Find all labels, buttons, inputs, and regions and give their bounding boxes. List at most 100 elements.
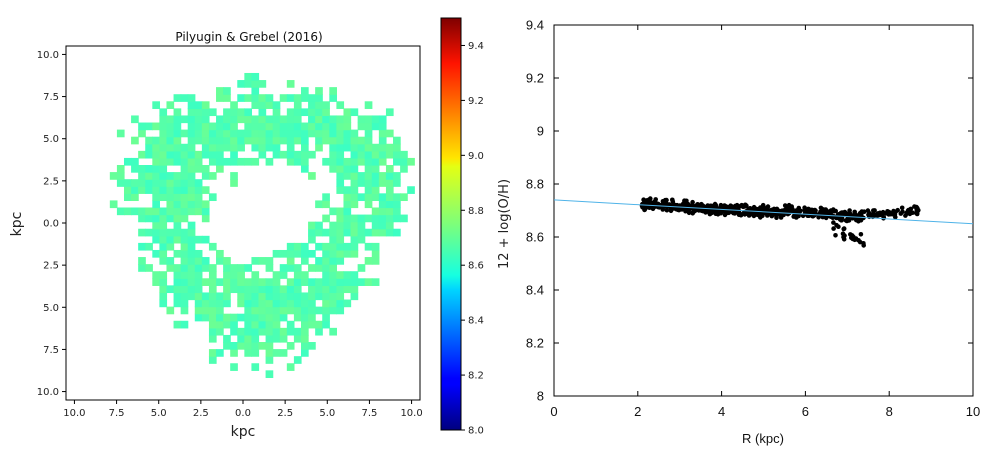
heatmap-cell xyxy=(272,150,281,159)
heatmap-cell xyxy=(258,150,267,159)
heatmap-cell xyxy=(194,122,203,131)
heatmap-cell xyxy=(293,313,302,322)
heatmap-cell xyxy=(230,122,238,131)
heatmap-cell xyxy=(371,122,380,131)
heatmap-cell xyxy=(173,186,182,194)
heatmap-cell xyxy=(152,136,160,145)
heatmap-cell xyxy=(187,172,196,180)
heatmap-cell xyxy=(208,334,217,343)
heatmap-cell xyxy=(187,150,196,159)
heatmap-cell xyxy=(244,306,253,315)
heatmap-cell xyxy=(308,150,316,159)
heatmap-cell xyxy=(187,94,196,102)
heatmap-cell xyxy=(138,228,146,237)
heatmap-cell xyxy=(208,313,217,322)
scatter-point xyxy=(724,204,729,209)
heatmap-cell xyxy=(145,186,153,194)
heatmap-cell xyxy=(343,214,352,223)
heatmap-cell xyxy=(230,278,238,286)
heatmap-cell xyxy=(159,221,168,230)
scatter-x-tick-label: 6 xyxy=(802,404,809,419)
heatmap-cell xyxy=(180,150,189,159)
heatmap-cell xyxy=(194,136,203,145)
heatmap-cell xyxy=(308,313,316,322)
heatmap-cell xyxy=(187,249,196,258)
heatmap-cell xyxy=(308,235,316,244)
heatmap-cell xyxy=(237,299,245,308)
heatmap-cell xyxy=(336,221,345,230)
heatmap-y-tick-label: 7.5 xyxy=(43,92,59,103)
heatmap-cell xyxy=(251,122,260,131)
heatmap-cell xyxy=(322,214,330,223)
scatter-panel: 0 2 4 6 8 10 8 8.2 8.4 8.6 8.8 9 9.2 9.4 R (kpc) xyxy=(526,18,980,447)
heatmap-cell xyxy=(378,143,387,152)
heatmap-cell xyxy=(322,278,330,286)
heatmap-cell xyxy=(300,157,309,166)
heatmap-cell xyxy=(166,150,175,159)
heatmap-cell xyxy=(166,157,175,166)
heatmap-cell xyxy=(393,200,401,209)
heatmap-cell xyxy=(223,129,231,138)
scatter-point xyxy=(849,235,854,240)
heatmap-cell xyxy=(180,299,189,308)
scatter-point xyxy=(886,209,892,215)
heatmap-cell xyxy=(286,108,295,117)
scatter-point xyxy=(765,207,771,213)
heatmap-cell xyxy=(187,278,196,286)
heatmap-cell xyxy=(145,242,153,251)
heatmap-cell xyxy=(300,257,309,265)
heatmap-cell xyxy=(279,327,288,336)
heatmap-cell xyxy=(244,299,253,308)
heatmap-cell xyxy=(343,143,352,152)
heatmap-cell xyxy=(152,193,160,202)
heatmap-x-tick-label: 7.5 xyxy=(361,408,377,419)
heatmap-cell xyxy=(286,136,295,145)
heatmap-cell xyxy=(315,94,323,102)
heatmap-cell xyxy=(173,94,182,102)
scatter-point xyxy=(667,202,672,207)
heatmap-cell xyxy=(258,327,267,336)
heatmap-cell xyxy=(343,136,352,145)
heatmap-cell xyxy=(180,235,189,244)
colorbar-tick-label: 8.2 xyxy=(468,371,484,382)
heatmap-cell xyxy=(131,179,139,187)
heatmap-cell xyxy=(244,157,253,166)
scatter-point xyxy=(761,207,766,213)
heatmap-cell xyxy=(293,94,302,102)
heatmap-cell xyxy=(265,94,274,102)
heatmap-cell xyxy=(300,242,309,251)
heatmap-cell xyxy=(152,235,160,244)
heatmap-cell xyxy=(300,349,309,357)
heatmap-cell xyxy=(364,136,373,145)
heatmap-x-tick-label: 5.0 xyxy=(319,408,335,419)
heatmap-cell xyxy=(187,228,196,237)
heatmap-cell xyxy=(251,285,260,294)
colorbar: 8.0 8.2 8.4 8.6 8.8 9.0 9.2 9.4 12 + log(O/H) xyxy=(440,17,512,437)
heatmap-cell xyxy=(166,172,175,180)
heatmap-cell xyxy=(364,101,373,109)
heatmap-cell xyxy=(315,87,323,95)
heatmap-cell xyxy=(364,172,373,180)
scatter-point xyxy=(659,204,664,210)
heatmap-cell xyxy=(293,129,302,138)
heatmap-cell xyxy=(230,363,238,371)
heatmap-cell xyxy=(350,129,359,138)
scatter-point xyxy=(861,209,867,214)
heatmap-cell xyxy=(322,285,330,294)
heatmap-cell xyxy=(336,143,345,152)
heatmap-cell xyxy=(216,278,224,286)
scatter-point xyxy=(695,202,700,207)
heatmap-cell xyxy=(385,207,394,216)
heatmap-cell xyxy=(208,285,217,294)
heatmap-cell xyxy=(371,193,380,202)
heatmap-cell xyxy=(251,349,260,357)
heatmap-cell xyxy=(329,228,337,237)
heatmap-cell xyxy=(230,172,238,180)
heatmap-cell xyxy=(237,292,245,301)
heatmap-cell xyxy=(208,292,217,301)
heatmap-cell xyxy=(138,179,146,187)
heatmap-cell xyxy=(315,257,323,265)
heatmap-cell xyxy=(187,242,196,251)
heatmap-cell xyxy=(371,179,380,187)
heatmap-cell xyxy=(244,313,253,322)
